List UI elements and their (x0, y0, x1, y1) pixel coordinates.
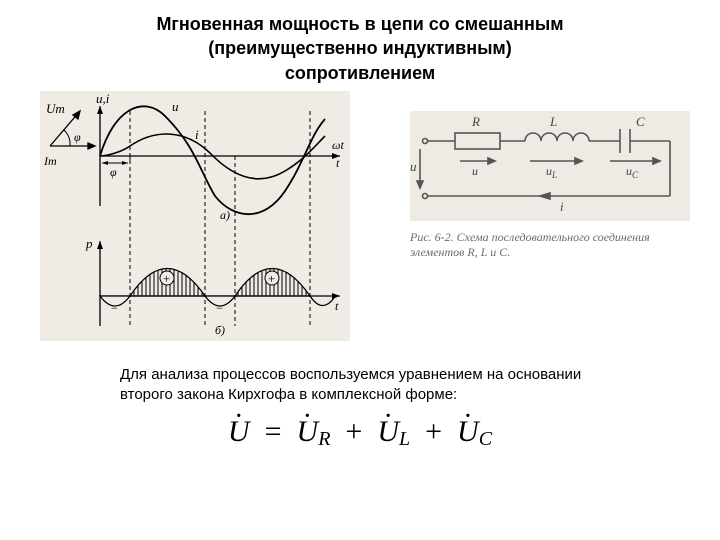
var-UL: U (377, 415, 399, 449)
label-u-curve: u (172, 99, 179, 114)
equation: U = UR + UL + UC (0, 415, 720, 451)
var-UC: U (457, 415, 479, 449)
circuit-caption: Рис. 6-2. Схема последовательного соедин… (410, 230, 690, 260)
circuit-figure: R L C u uL uC u i Рис. 6-2. Схема послед… (410, 111, 690, 260)
label-u-src: u (410, 159, 417, 174)
label-p-axis: p (85, 236, 93, 251)
title-line-3: сопротивлением (285, 63, 435, 83)
label-panel-b: б) (215, 323, 225, 337)
label-C: C (636, 114, 645, 129)
waveform-figure: Um φ Im u,i ωt t u i (40, 91, 350, 341)
figures-row: Um φ Im u,i ωt t u i (0, 91, 720, 351)
label-uR: u (472, 164, 478, 178)
label-Um: Um (46, 101, 65, 116)
var-U: U (228, 415, 250, 449)
label-wt: ωt (332, 138, 344, 152)
label-R: R (471, 114, 480, 129)
svg-text:+: + (163, 271, 170, 286)
page-title: Мгновенная мощность в цепи со смешанным … (0, 0, 720, 85)
label-i-curve: i (195, 127, 199, 142)
label-ui-axis: u,i (96, 91, 110, 106)
label-Im: Im (43, 154, 57, 168)
svg-text:−: − (216, 301, 223, 315)
svg-text:−: − (111, 301, 118, 315)
label-phi-inset: φ (74, 130, 81, 144)
label-panel-a: а) (220, 208, 230, 222)
label-L: L (549, 114, 557, 129)
title-line-1: Мгновенная мощность в цепи со смешанным (156, 14, 563, 34)
body-text: Для анализа процессов воспользуемся урав… (120, 365, 630, 406)
label-phi: φ (110, 165, 117, 179)
svg-text:+: + (268, 271, 275, 286)
label-i: i (560, 199, 564, 214)
title-line-2: (преимущественно индуктивным) (208, 38, 512, 58)
var-UR: U (297, 415, 319, 449)
